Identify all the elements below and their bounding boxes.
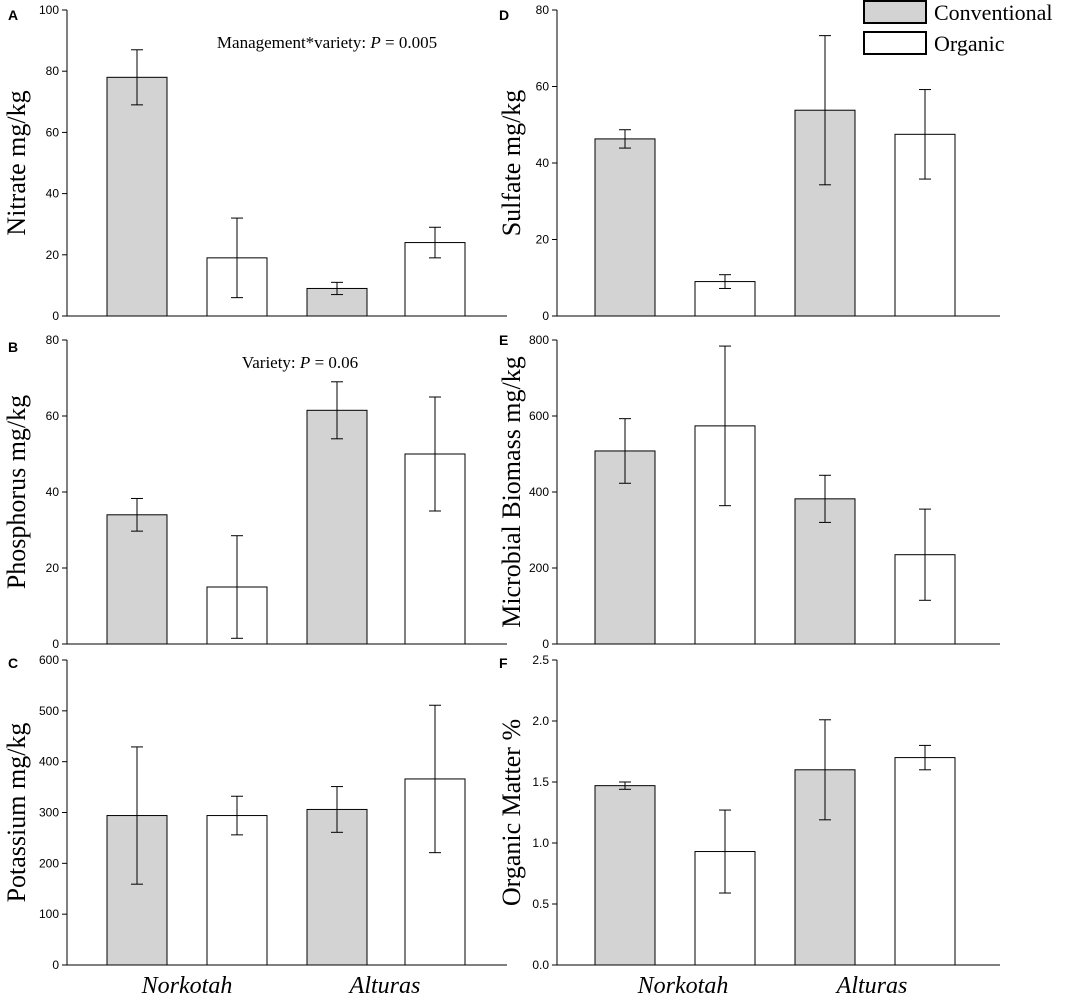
bar-c-norkotah-organic [206, 815, 268, 966]
y-tick-label-f-0: 0.0 [532, 958, 549, 972]
bar-a-norkotah-conventional [106, 76, 168, 317]
panels: 0 20 40 60 80 100 A Nitrate mg/kg Management*var… [2, 3, 1000, 972]
y-tick-label-b-4: 80 [46, 333, 60, 347]
panel-label-e: E [499, 332, 508, 348]
y-tick-label-f-3: 1.5 [532, 775, 549, 789]
x-category-label-right-alturas: Alturas [835, 973, 908, 999]
x-category-label-left-norkotah: Norkotah [141, 973, 233, 999]
y-tick-label-d-1: 20 [536, 233, 550, 247]
y-tick-label-f-4: 2.0 [532, 714, 549, 728]
annotation-a: Management*variety: P = 0.005 [217, 33, 437, 52]
bar-f-alturas-organic [894, 757, 956, 966]
panel-c: 0 100 200 300 400 500 600 C Potassium mg/kg [2, 653, 507, 972]
y-tick-label-e-1: 200 [529, 561, 549, 575]
y-tick-label-d-4: 80 [536, 3, 550, 17]
legend-swatch-conventional [863, 0, 927, 24]
panel-e: 0 200 400 600 800 E Microbial Biomass mg/kg [497, 332, 1000, 651]
y-tick-label-f-5: 2.5 [532, 653, 549, 667]
y-tick-label-e-4: 800 [529, 333, 549, 347]
y-tick-label-a-2: 40 [46, 187, 60, 201]
y-axis-title-b: Phosphorus mg/kg [2, 395, 31, 589]
y-tick-label-a-0: 0 [52, 309, 59, 323]
bar-d-norkotah-conventional [594, 138, 656, 317]
y-tick-label-e-2: 400 [529, 485, 549, 499]
bar-c-alturas-conventional [306, 808, 368, 966]
y-tick-label-c-1: 100 [39, 907, 59, 921]
bar-b-alturas-conventional [306, 409, 368, 645]
y-tick-label-c-5: 500 [39, 704, 59, 718]
y-axis-title-a: Nitrate mg/kg [2, 90, 31, 235]
y-tick-label-c-0: 0 [52, 958, 59, 972]
panel-f: 0.0 0.5 1.0 1.5 2.0 2.5 F Organic Matter % [497, 653, 1000, 972]
y-tick-label-a-4: 80 [46, 64, 60, 78]
panel-label-c: C [8, 655, 18, 671]
y-tick-label-b-1: 20 [46, 561, 60, 575]
legend-label-organic: Organic [934, 31, 1005, 56]
panel-label-d: D [499, 7, 509, 23]
y-tick-label-d-0: 0 [542, 309, 549, 323]
y-tick-label-d-3: 60 [536, 80, 550, 94]
annotation-b: Variety: P = 0.06 [242, 353, 358, 372]
y-tick-label-c-4: 400 [39, 755, 59, 769]
panel-a: 0 20 40 60 80 100 A Nitrate mg/kg Management*var… [2, 3, 507, 323]
y-tick-label-a-3: 60 [46, 125, 60, 139]
y-tick-label-e-3: 600 [529, 409, 549, 423]
y-tick-label-f-2: 1.0 [532, 836, 549, 850]
legend-label-conventional: Conventional [934, 0, 1053, 25]
panel-d: 0 20 40 60 80 D Sulfate mg/kg [497, 3, 1000, 323]
y-tick-label-c-6: 600 [39, 653, 59, 667]
y-tick-label-c-2: 200 [39, 856, 59, 870]
y-tick-label-d-2: 40 [536, 156, 550, 170]
panel-b: 0 20 40 60 80 B Phosphorus mg/kg Variety: P = 0… [2, 333, 507, 651]
y-tick-label-c-3: 300 [39, 806, 59, 820]
y-axis-title-e: Microbial Biomass mg/kg [497, 356, 526, 628]
bar-e-alturas-conventional [794, 498, 856, 645]
x-category-label-right-norkotah: Norkotah [637, 973, 729, 999]
x-category-labels: Norkotah Alturas Norkotah Alturas [141, 973, 908, 999]
y-axis-title-f: Organic Matter % [497, 719, 526, 906]
bar-b-norkotah-conventional [106, 514, 168, 645]
y-tick-label-e-0: 0 [542, 637, 549, 651]
y-tick-label-a-1: 20 [46, 248, 60, 262]
y-tick-label-b-0: 0 [52, 637, 59, 651]
legend: Conventional Organic [863, 0, 1053, 56]
y-tick-label-b-2: 40 [46, 485, 60, 499]
y-tick-label-b-3: 60 [46, 409, 60, 423]
y-tick-label-a-5: 100 [39, 3, 59, 17]
panel-label-f: F [499, 655, 508, 671]
legend-swatch-organic [863, 31, 927, 55]
y-axis-title-c: Potassium mg/kg [2, 723, 31, 903]
panel-label-b: B [8, 339, 18, 355]
y-tick-label-f-1: 0.5 [532, 897, 549, 911]
bar-f-norkotah-conventional [594, 785, 656, 966]
panel-label-a: A [8, 7, 18, 23]
y-axis-title-d: Sulfate mg/kg [497, 90, 526, 237]
x-category-label-left-alturas: Alturas [348, 973, 421, 999]
